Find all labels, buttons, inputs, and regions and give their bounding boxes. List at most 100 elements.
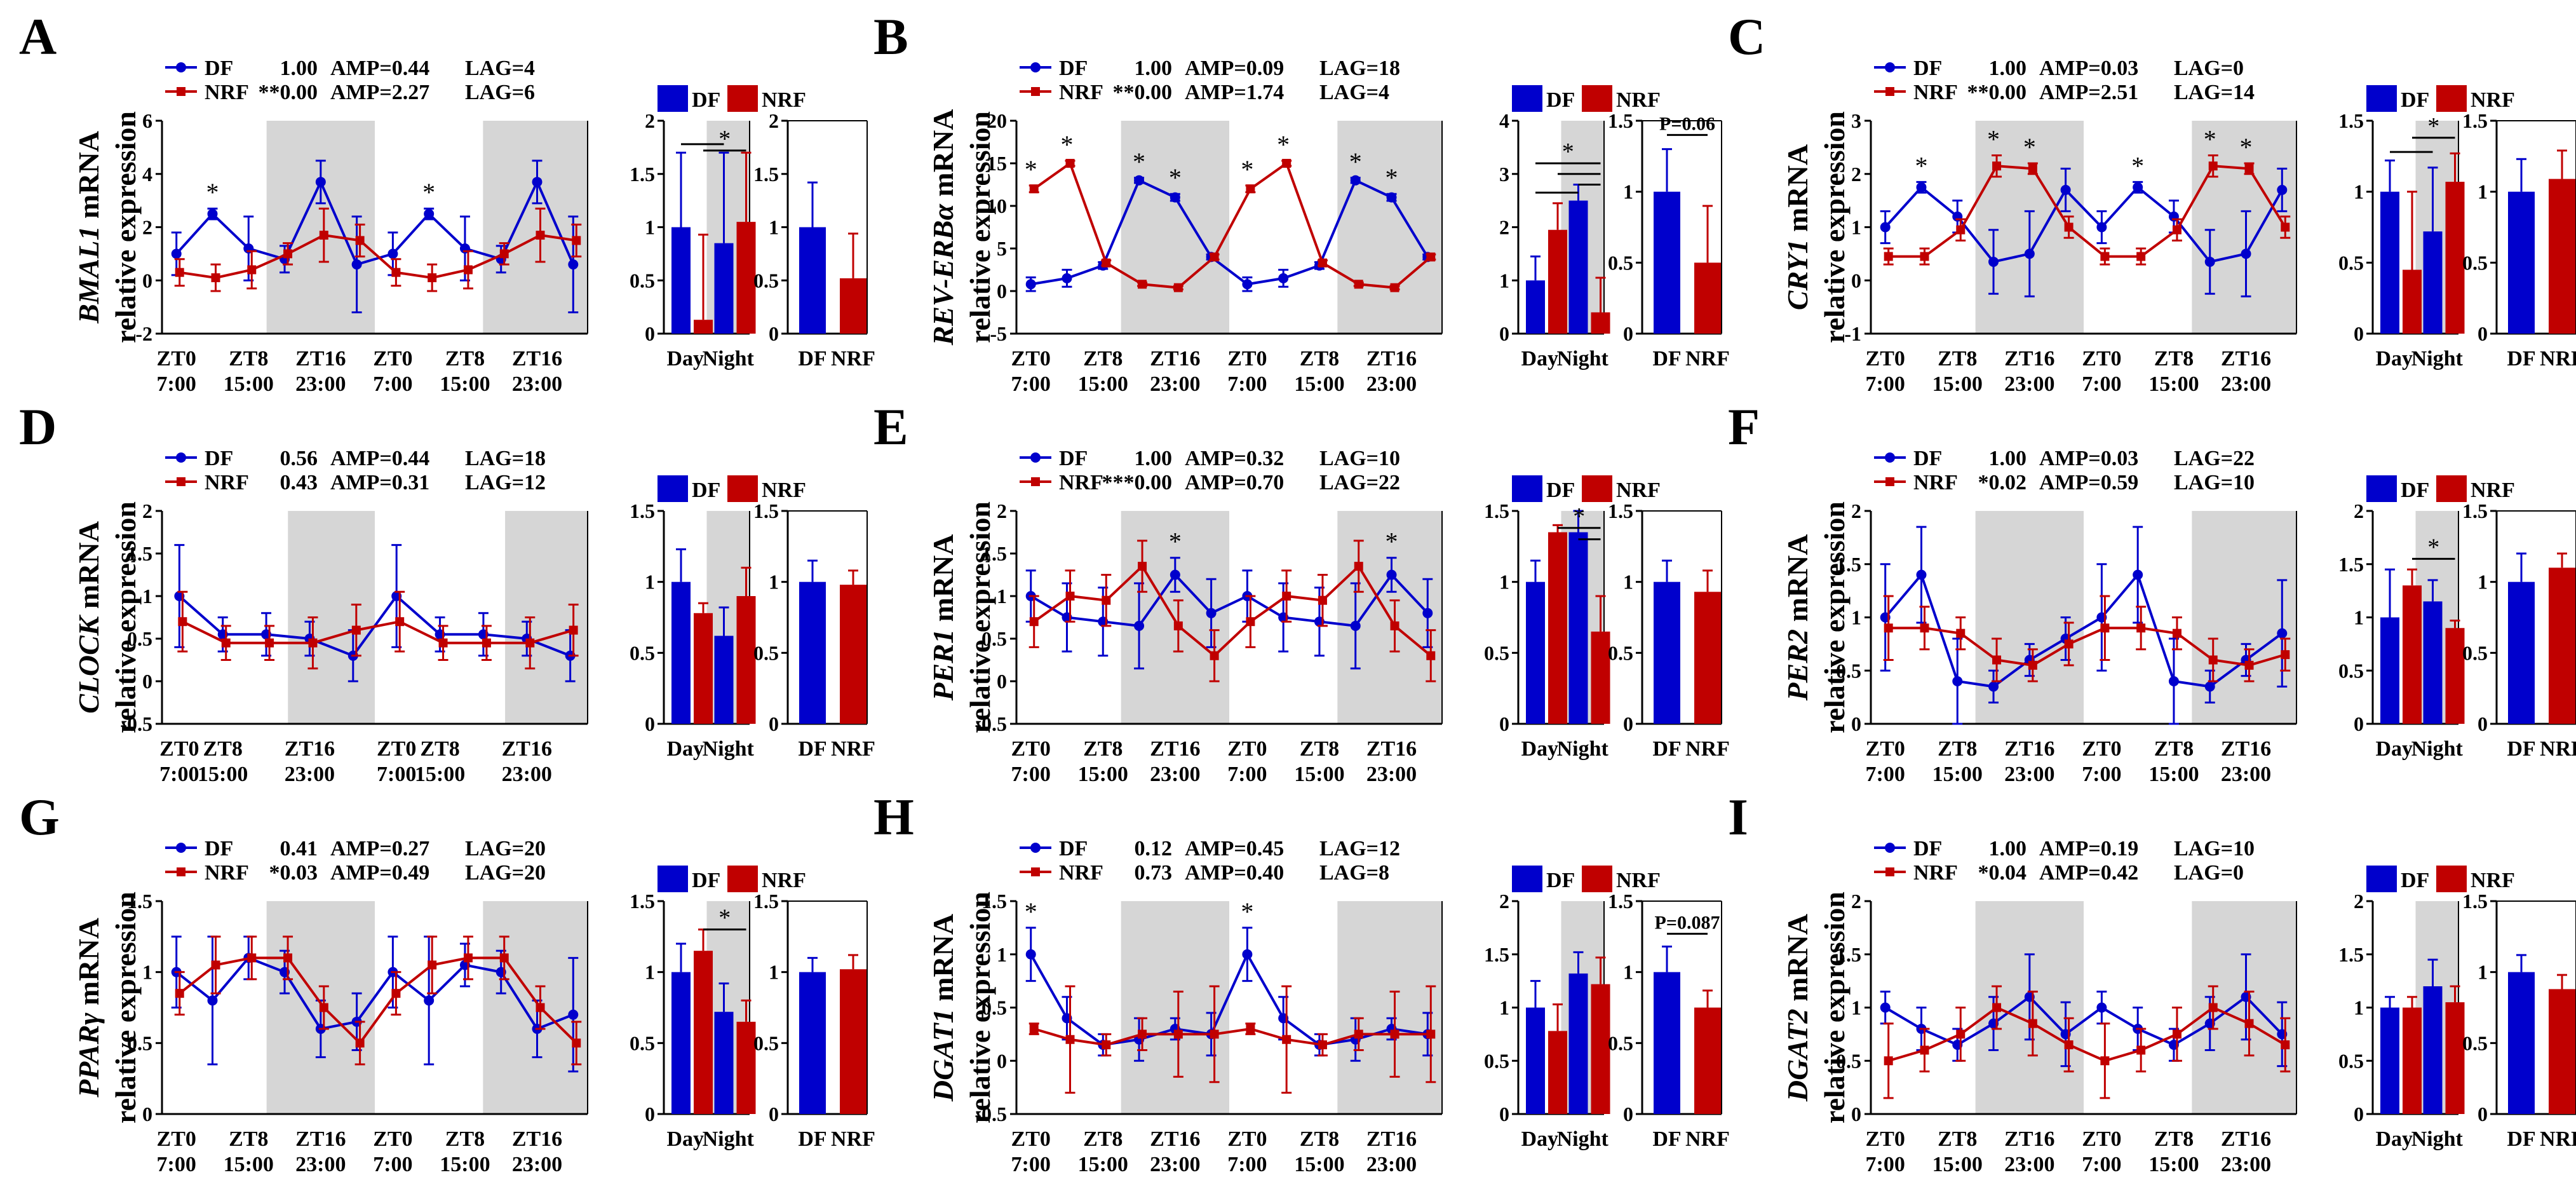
x-tick-label: ZT0 [1866, 1127, 1905, 1151]
x-tick-clock: 15:00 [1078, 372, 1128, 396]
legend-marker-nrf [1031, 867, 1040, 876]
bar-nrf [1694, 592, 1721, 724]
x-tick-label: ZT8 [445, 1127, 485, 1151]
x-tick-clock: 23:00 [512, 1153, 562, 1176]
x-tick-label: ZT0 [1227, 737, 1267, 761]
significance-star: * [718, 126, 731, 153]
y-tick-label: 0 [2354, 1103, 2364, 1125]
legend-swatch-nrf [1582, 475, 1612, 502]
legend-swatch-df [1512, 85, 1542, 112]
x-tick-label: DF [2507, 737, 2535, 761]
legend-lag: LAG=10 [2174, 837, 2255, 860]
y-tick-label: 2 [769, 109, 779, 132]
legend-label: NRF [762, 869, 806, 892]
y-tick-label: 1.5 [630, 890, 655, 913]
data-point-df [2096, 222, 2107, 233]
legend-p-value: 1.00 [280, 57, 318, 80]
data-point-nrf [1246, 184, 1255, 194]
y-tick-label: 10 [987, 194, 1007, 217]
bar-nrf [1548, 532, 1567, 724]
y-tick-label: 0 [769, 712, 779, 735]
significance-star: * [1386, 163, 1398, 192]
x-tick-clock: 7:00 [1866, 1153, 1905, 1176]
data-point-df [171, 248, 182, 259]
significance-star: * [2023, 133, 2036, 161]
legend-amp: AMP=0.32 [1185, 447, 1284, 470]
legend-p-value: 0.41 [280, 837, 318, 860]
night-shade [288, 511, 375, 724]
data-point-nrf [1102, 258, 1111, 268]
legend-amp: AMP=0.44 [330, 57, 429, 80]
data-point-df [2060, 184, 2071, 195]
y-tick-label: 1.5 [2462, 109, 2488, 132]
data-point-nrf [308, 638, 318, 648]
panel-A: A BMAL1 mRNA relative expression DF 1.00 AMP=… [19, 8, 875, 396]
bar-nrf [2403, 269, 2422, 334]
legend-swatch-nrf [1582, 866, 1612, 892]
y-tick-label: 1.5 [630, 163, 655, 186]
y-tick-label: 1 [769, 216, 779, 239]
y-axis-label: REV-ERBα mRNA relative expression [927, 109, 996, 346]
x-tick-clock: 15:00 [2148, 372, 2199, 396]
y-tick-label: -5 [990, 322, 1007, 345]
y-tick-label: 1.5 [1836, 943, 1861, 966]
legend-series-name: DF [1913, 57, 1942, 80]
x-tick-clock: 7:00 [1227, 372, 1267, 396]
mrna-word: mRNA [1781, 914, 1814, 1009]
y-tick-label: 1 [2478, 961, 2488, 984]
legend-label: DF [1546, 479, 1575, 502]
data-point-nrf [2100, 623, 2110, 633]
y-tick-label: 0 [1499, 322, 1509, 345]
data-point-df [1242, 279, 1253, 290]
x-tick-clock: 7:00 [1227, 1153, 1267, 1176]
series-line-nrf [179, 233, 577, 280]
legend-lag: LAG=20 [465, 837, 546, 860]
data-point-nrf [428, 273, 437, 283]
legend-label: DF [2401, 869, 2429, 892]
y-tick-label: 0 [1623, 322, 1633, 345]
x-tick-label: Night [1557, 737, 1609, 761]
data-point-nrf [211, 273, 220, 283]
x-tick-label: ZT0 [1227, 347, 1267, 370]
data-point-nrf [1354, 1029, 1363, 1039]
data-point-nrf [1318, 1040, 1327, 1050]
y-tick-label: 1 [645, 571, 655, 594]
y-tick-label: 1.5 [2338, 109, 2364, 132]
legend-amp: AMP=0.44 [330, 447, 429, 470]
x-tick-clock: 23:00 [2004, 763, 2054, 786]
y-tick-label: -2 [135, 322, 152, 345]
gene-name: PPARγ [72, 1012, 105, 1098]
night-shade [483, 121, 588, 334]
x-tick-label: DF [798, 1127, 826, 1151]
series-line-df [1884, 995, 2283, 1047]
gene-name: BMAL1 [72, 226, 105, 324]
legend-marker-df [176, 843, 186, 853]
y-axis-sublabel: relative expression [964, 111, 996, 343]
bar-df [2380, 191, 2399, 334]
legend-amp: AMP=1.74 [1185, 81, 1284, 104]
x-tick-clock: 23:00 [2221, 763, 2271, 786]
bar-df [1654, 972, 1680, 1114]
panel-letter: F [1728, 398, 1760, 456]
y-axis-sublabel: relative expression [1818, 111, 1851, 343]
y-tick-label: 0.5 [2462, 1031, 2488, 1054]
data-point-nrf [499, 953, 509, 963]
significance-star: * [1277, 130, 1290, 159]
y-tick-label: 2 [1851, 163, 1861, 186]
bar-df [2423, 601, 2443, 724]
legend-swatch-nrf [2436, 475, 2467, 502]
bar-nrf [2445, 628, 2465, 724]
y-tick-label: 0.5 [2338, 251, 2364, 274]
x-tick-label: Day [2375, 1127, 2413, 1151]
data-point-nrf [1426, 1029, 1436, 1039]
x-tick-label: ZT8 [1083, 737, 1123, 761]
data-point-nrf [1992, 655, 2002, 665]
data-point-nrf [536, 231, 545, 240]
data-point-nrf [1884, 252, 1893, 261]
bar-nrf [2403, 1007, 2422, 1114]
bar-df [714, 243, 734, 334]
legend-lag: LAG=0 [2174, 861, 2244, 885]
data-point-df [1134, 175, 1145, 186]
x-tick-label: Day [2375, 737, 2413, 761]
series-line-nrf [182, 620, 574, 644]
